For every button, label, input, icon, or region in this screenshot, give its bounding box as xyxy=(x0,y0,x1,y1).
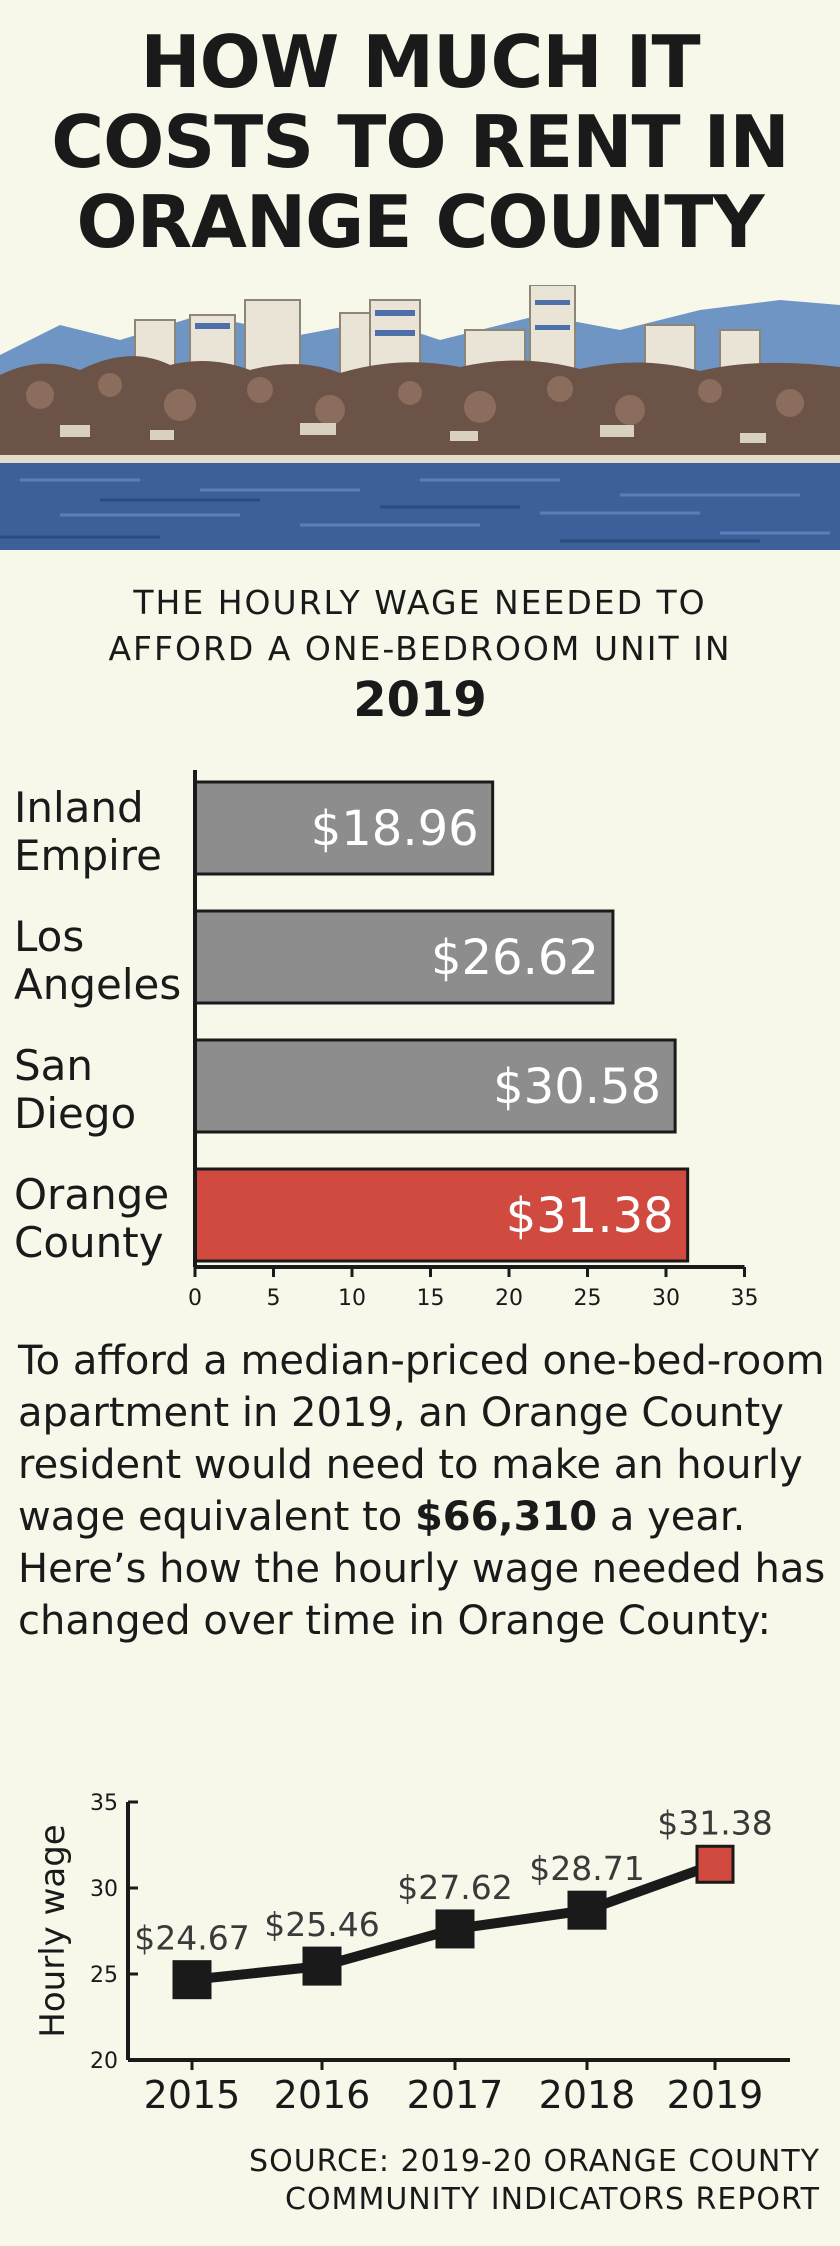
data-point-label: $28.71 xyxy=(529,1849,644,1888)
bar-category-label-line: San xyxy=(14,1041,94,1090)
x-tick-label: 2019 xyxy=(667,2073,764,2110)
data-point xyxy=(172,1960,212,2000)
bar-value-label: $31.38 xyxy=(506,1188,674,1244)
bar-category-label-line: Diego xyxy=(14,1089,137,1138)
data-point xyxy=(435,1909,475,1949)
x-tick-label: 0 xyxy=(188,1286,202,1310)
bar xyxy=(193,1038,677,1134)
headline: HOW MUCH IT COSTS TO RENT IN ORANGE COUN… xyxy=(0,22,840,262)
x-tick-label: 30 xyxy=(652,1286,680,1310)
data-point-label: $24.67 xyxy=(134,1919,249,1958)
description-text-after: a year. Here’s how the hourly wage neede… xyxy=(18,1494,826,1644)
y-tick-label: 20 xyxy=(90,2049,118,2074)
description-text-before: To afford a median-priced one-bed-room a… xyxy=(18,1338,825,1540)
x-tick-label: 10 xyxy=(338,1286,366,1310)
bar-chart: $18.96 $26.62 $30.58 $31.38 0 5 10 15 20 25 30 35 xyxy=(188,770,759,1310)
bar-category-label-line: Inland xyxy=(14,783,144,832)
bar-category-label-line: Los xyxy=(14,912,85,961)
subhead-line-1: THE HOURLY WAGE NEEDED TO xyxy=(133,583,707,622)
y-tick-label: 30 xyxy=(90,1877,118,1902)
subhead-year: 2019 xyxy=(353,672,487,728)
headline-line-2: COSTS TO RENT IN xyxy=(51,100,789,184)
bar-category-label-line: Angeles xyxy=(14,960,182,1009)
data-point-label: $31.38 xyxy=(657,1803,772,1842)
source-line-2: COMMUNITY INDICATORS REPORT xyxy=(285,2182,820,2217)
bar-value-label: $18.96 xyxy=(311,801,479,857)
bar-category-label: San Diego xyxy=(14,1042,194,1138)
headline-line-3: ORANGE COUNTY xyxy=(76,180,765,264)
data-point-label: $27.62 xyxy=(397,1868,512,1907)
bar xyxy=(193,780,495,876)
x-tick-label: 2016 xyxy=(274,2073,371,2110)
source-credit: SOURCE: 2019-20 ORANGE COUNTY COMMUNITY … xyxy=(249,2143,820,2219)
y-tick-label: 25 xyxy=(90,1963,118,1988)
x-tick-label: 35 xyxy=(731,1286,759,1310)
bar-category-label-line: County xyxy=(14,1218,164,1267)
bar-value-label: $30.58 xyxy=(493,1059,661,1115)
y-tick-label: 35 xyxy=(90,1791,118,1816)
x-tick-label: 5 xyxy=(267,1286,281,1310)
annual-wage-amount: $66,310 xyxy=(414,1494,598,1540)
description-paragraph: To afford a median-priced one-bed-room a… xyxy=(18,1335,828,1647)
x-tick-label: 2015 xyxy=(144,2073,241,2110)
bar-value-label: $26.62 xyxy=(431,930,599,986)
bar-category-label: Los Angeles xyxy=(14,913,194,1009)
x-tick-label: 20 xyxy=(495,1286,523,1310)
bar-category-label-line: Orange xyxy=(14,1170,170,1219)
bar xyxy=(193,909,615,1005)
x-tick-label: 2017 xyxy=(407,2073,504,2110)
bar-category-label: Inland Empire xyxy=(14,784,194,880)
bar-category-label: Orange County xyxy=(14,1171,194,1267)
x-tick-label: 2018 xyxy=(539,2073,636,2110)
chart-subhead: THE HOURLY WAGE NEEDED TO AFFORD A ONE-B… xyxy=(0,580,840,728)
data-point xyxy=(302,1946,342,1986)
line-chart: Hourly wage 20 25 30 35 $24.67 $25.46 $27.62 $28… xyxy=(33,1791,790,2110)
source-line-1: SOURCE: 2019-20 ORANGE COUNTY xyxy=(249,2144,820,2179)
data-point-label: $25.46 xyxy=(264,1905,379,1944)
skyline-illustration xyxy=(0,285,840,550)
data-point xyxy=(695,1844,735,1884)
bar-category-label-line: Empire xyxy=(14,831,162,880)
y-axis-label: Hourly wage xyxy=(33,1824,73,2037)
subhead-line-2: AFFORD A ONE-BEDROOM UNIT IN xyxy=(108,629,732,668)
x-tick-label: 25 xyxy=(574,1286,602,1310)
bar xyxy=(193,1167,690,1263)
headline-line-1: HOW MUCH IT xyxy=(140,20,700,104)
data-point xyxy=(567,1890,607,1930)
x-tick-label: 15 xyxy=(417,1286,445,1310)
